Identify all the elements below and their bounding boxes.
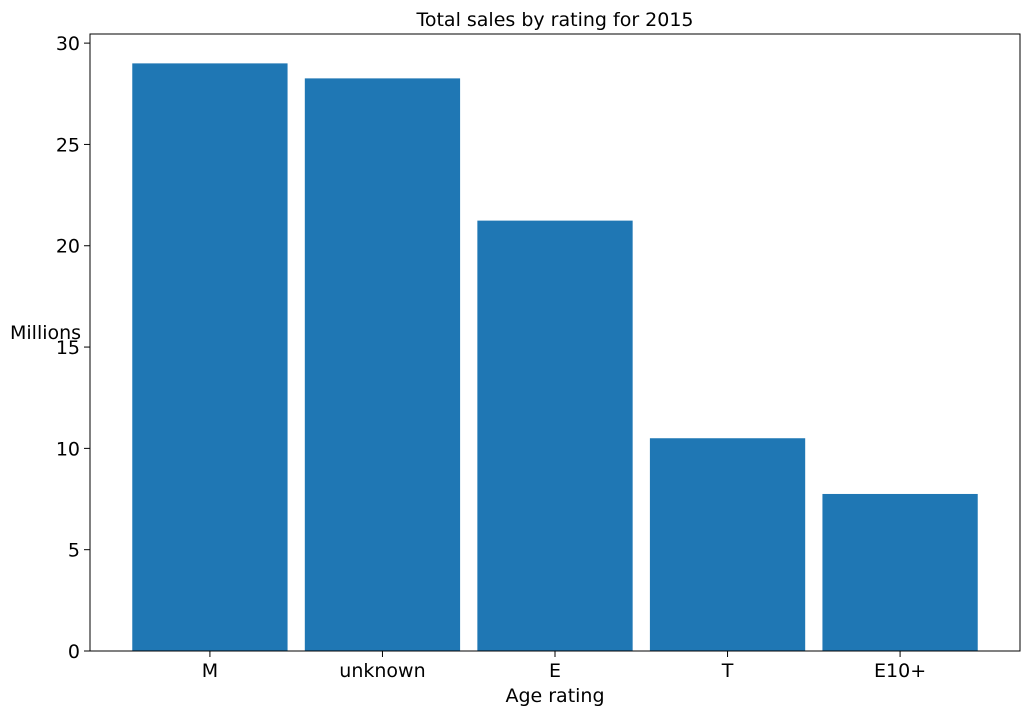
x-tick-label: T xyxy=(721,660,734,682)
bar-e10- xyxy=(822,493,978,651)
bar-t xyxy=(649,438,806,651)
y-tick-label: 5 xyxy=(68,540,80,562)
y-axis-label: Millions xyxy=(10,322,81,344)
x-tick-label: M xyxy=(202,660,218,682)
bar-e xyxy=(477,220,633,651)
y-tick-label: 0 xyxy=(68,641,80,663)
bar-unknown xyxy=(304,78,461,651)
x-tick-label: E10+ xyxy=(874,660,926,682)
y-tick-label: 30 xyxy=(56,33,80,55)
bar-m xyxy=(132,63,288,651)
chart-title: Total sales by rating for 2015 xyxy=(415,9,693,31)
bars-group xyxy=(132,63,978,651)
y-tick-label: 20 xyxy=(56,236,80,258)
y-axis-ticks: 0 5 10 15 20 25 30 xyxy=(56,33,90,663)
x-tick-label: unknown xyxy=(339,660,425,682)
y-tick-label: 10 xyxy=(56,438,80,460)
x-tick-label: E xyxy=(549,660,561,682)
y-tick-label: 15 xyxy=(56,337,80,359)
x-axis-label: Age rating xyxy=(505,685,604,707)
y-tick-label: 25 xyxy=(56,134,80,156)
